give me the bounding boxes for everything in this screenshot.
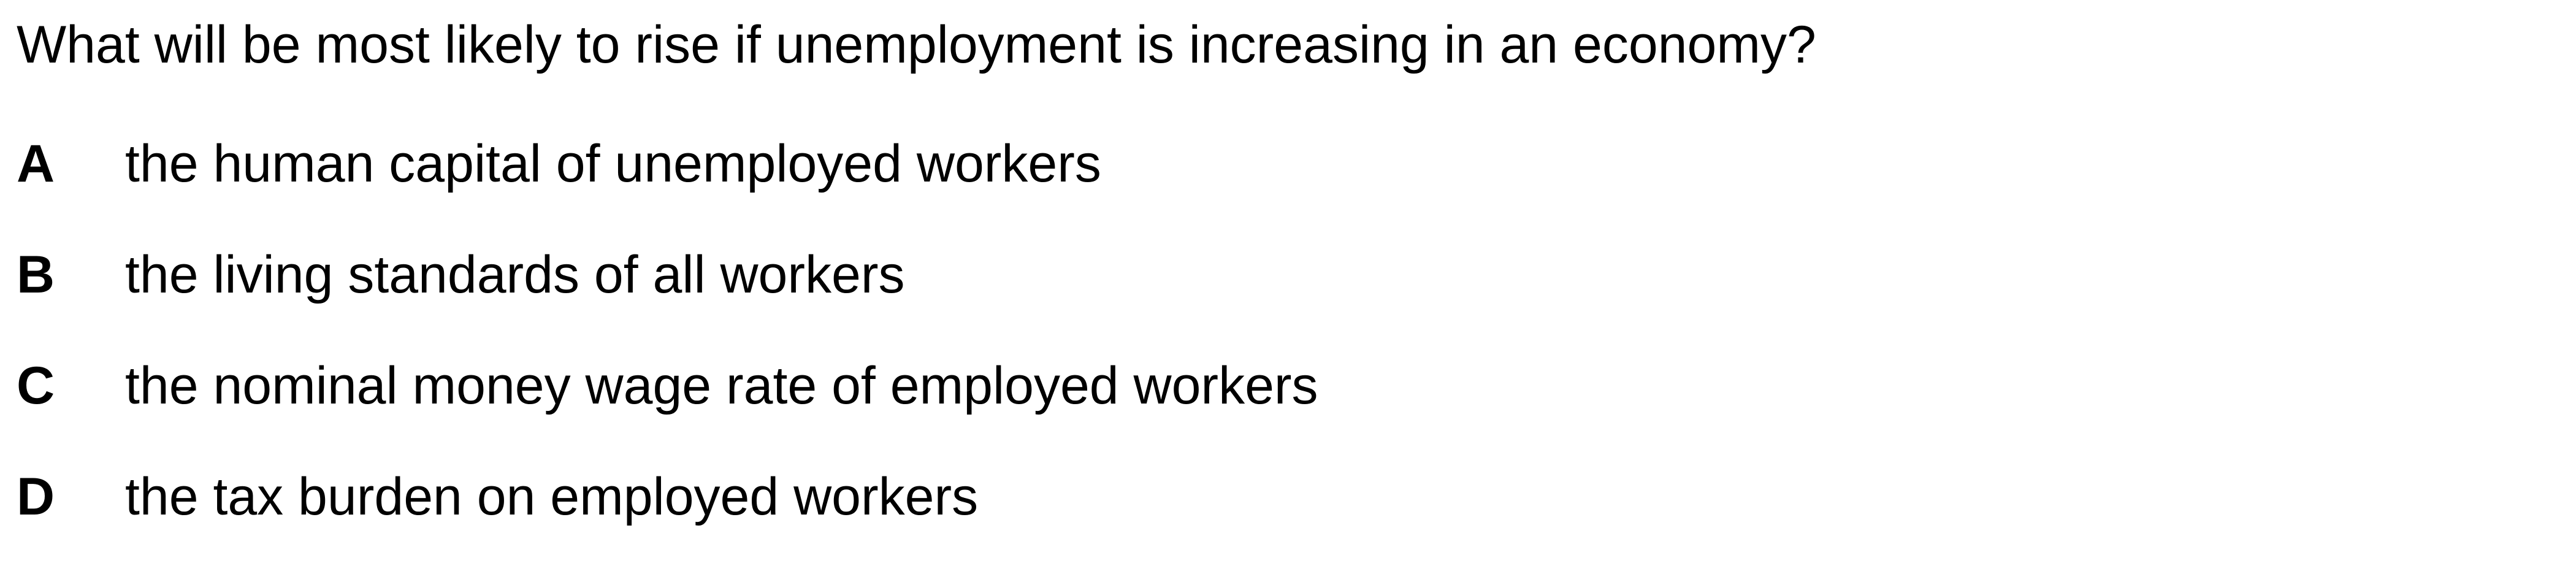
option-letter: C [17,356,55,415]
option-text: the human capital of unemployed workers [125,134,1101,193]
option-text: the living standards of all workers [125,245,905,304]
option-letter: A [17,134,55,193]
option-letter: D [17,467,55,526]
option-text: the nominal money wage rate of employed … [125,356,1318,415]
option-letter: B [17,245,55,304]
question-text: What will be most likely to rise if unem… [17,15,1816,74]
option-text: the tax burden on employed workers [125,467,979,526]
